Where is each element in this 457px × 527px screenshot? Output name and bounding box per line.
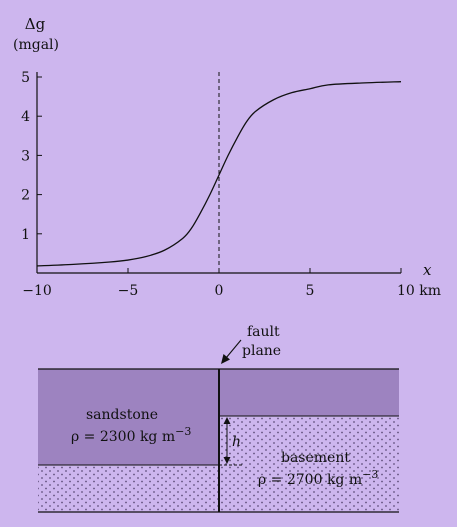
x-axis-label: x (423, 261, 432, 279)
basement-density: ρ = 2700 kg m−3 (258, 468, 378, 488)
fault-arrow-shaft (225, 339, 242, 359)
y-axis-symbol: Δg (25, 15, 46, 33)
x-tick-label: 10 km (397, 283, 441, 299)
x-tick-label: 0 (215, 283, 224, 299)
sandstone-layer-right (219, 369, 399, 416)
sandstone-density: ρ = 2300 kg m−3 (71, 425, 191, 445)
x-tick-label: −5 (118, 283, 139, 299)
sandstone-layer-left (38, 369, 219, 465)
y-tick-label: 4 (21, 109, 30, 125)
x-tick-label: −10 (22, 283, 52, 299)
offset-arrow-up (223, 417, 231, 424)
offset-arrow-down (223, 457, 231, 464)
y-tick-label: 5 (21, 70, 30, 86)
fault-cross-section: h fault plane sandstone ρ = 2300 kg m−3 … (38, 324, 399, 513)
basement-label: basement (281, 450, 350, 466)
fault-label-line2: plane (242, 343, 281, 359)
y-tick-label: 2 (21, 188, 30, 204)
y-tick-label: 1 (21, 227, 30, 243)
basement-layer-left (38, 465, 219, 512)
y-axis-unit: (mgal) (13, 37, 59, 53)
y-ticks: 1 2 3 4 5 (21, 70, 42, 243)
x-ticks: −10 −5 0 5 10 km (22, 268, 441, 299)
basement-layer-right (219, 416, 399, 512)
fault-arrow-head (221, 354, 230, 364)
series-line (36, 81, 402, 267)
x-tick-label: 5 (306, 283, 315, 299)
y-tick-label: 3 (21, 148, 30, 164)
gravity-anomaly-graph: Δg (mgal) 1 2 3 4 5 −10 −5 0 5 10 km x (13, 15, 441, 299)
fault-label-line1: fault (247, 324, 280, 340)
sandstone-label: sandstone (86, 407, 158, 423)
offset-label: h (232, 434, 241, 450)
